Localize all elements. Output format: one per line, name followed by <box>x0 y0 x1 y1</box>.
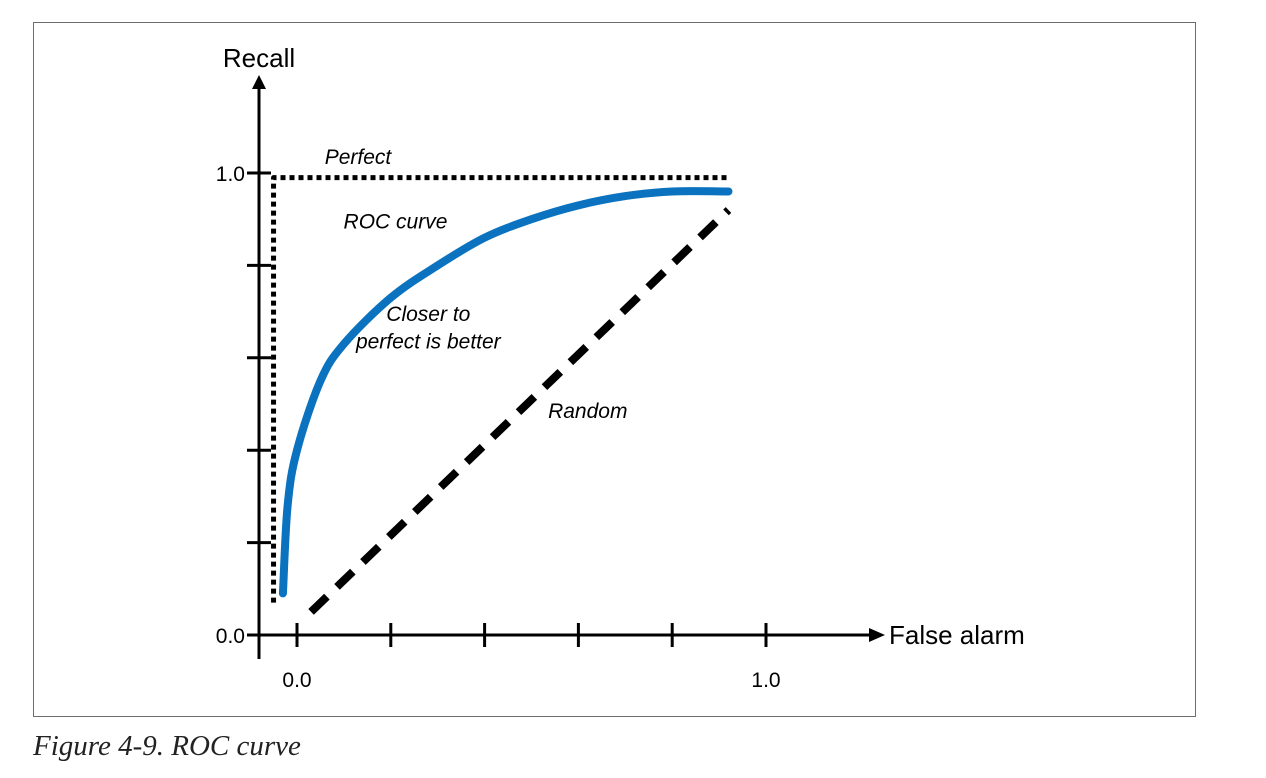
y-tick-label-max: 1.0 <box>216 163 245 186</box>
ticks <box>247 171 768 647</box>
series-line-perfect <box>271 175 729 603</box>
labels: Recall False alarm 0.0 1.0 0.0 1.0 <box>216 43 1025 692</box>
series-line-roc-curve <box>278 187 733 598</box>
x-axis-title: False alarm <box>889 620 1025 650</box>
annotation-closer-line-1: Closer to <box>386 303 470 326</box>
x-axis-arrow-icon <box>869 628 885 642</box>
series-line-random <box>308 207 732 615</box>
x-tick-label-max: 1.0 <box>751 669 780 692</box>
annotation-roc-curve: ROC curve <box>344 210 448 233</box>
annotation-perfect: Perfect <box>325 146 393 169</box>
series-layer <box>271 175 733 615</box>
annotation-random: Random <box>548 400 627 423</box>
y-axis-arrow-icon <box>252 75 266 89</box>
roc-chart: Recall False alarm 0.0 1.0 0.0 1.0 Perfe… <box>216 43 1025 692</box>
x-tick-label-min: 0.0 <box>282 669 311 692</box>
figure-frame: Recall False alarm 0.0 1.0 0.0 1.0 Perfe… <box>33 22 1196 717</box>
annotation-closer-line-2: perfect is better <box>355 331 502 354</box>
y-axis-title: Recall <box>223 43 295 73</box>
annotations: Perfect ROC curve Closer to perfect is b… <box>325 146 628 423</box>
figure-caption: Figure 4-9. ROC curve <box>33 730 301 762</box>
y-tick-label-min: 0.0 <box>216 625 245 648</box>
